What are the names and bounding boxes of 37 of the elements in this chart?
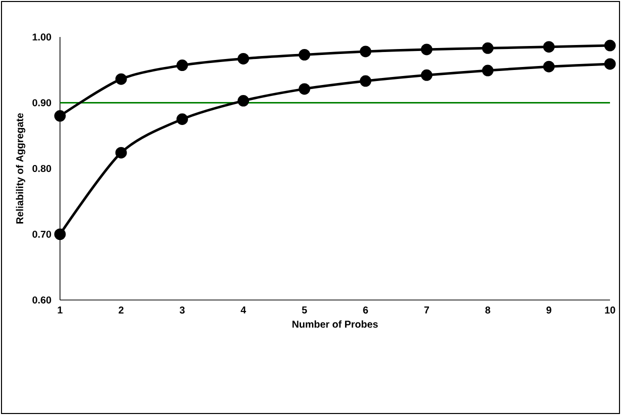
y-tick-label: 0.70 (32, 230, 52, 238)
point (54, 110, 66, 122)
point (543, 60, 555, 72)
x-tick-label: 9 (546, 306, 552, 314)
point (604, 58, 616, 70)
x-tick-label: 3 (180, 306, 185, 314)
point (543, 41, 555, 53)
y-axis-title: Reliability of Aggregate (16, 113, 26, 224)
x-tick-label: 5 (302, 306, 307, 314)
x-axis-title: Number of Probes (292, 320, 378, 328)
y-tick-label: 0.80 (32, 164, 52, 172)
x-tick-label: 4 (240, 306, 246, 314)
point (420, 44, 432, 56)
point (238, 52, 250, 64)
y-tick-label: 0.90 (32, 99, 52, 106)
x-tick-label: 6 (363, 306, 368, 314)
point (115, 73, 127, 85)
point (604, 40, 616, 52)
x-tick-label: 7 (424, 306, 430, 314)
point (482, 42, 494, 54)
x-tick-label: 2 (118, 306, 124, 314)
point (360, 75, 372, 87)
point (420, 69, 432, 81)
point (360, 46, 372, 58)
y-tick-label: 0.60 (32, 296, 52, 304)
y-tick-label: 1.00 (32, 33, 52, 41)
point (298, 83, 310, 95)
point (298, 49, 310, 60)
point (482, 64, 494, 76)
point (176, 113, 188, 125)
point (176, 60, 188, 72)
point (54, 228, 66, 240)
point (115, 146, 127, 158)
x-tick-label: 10 (605, 306, 616, 314)
x-tick-label: 8 (485, 306, 490, 314)
point (238, 95, 250, 107)
x-tick-label: 1 (58, 306, 62, 314)
